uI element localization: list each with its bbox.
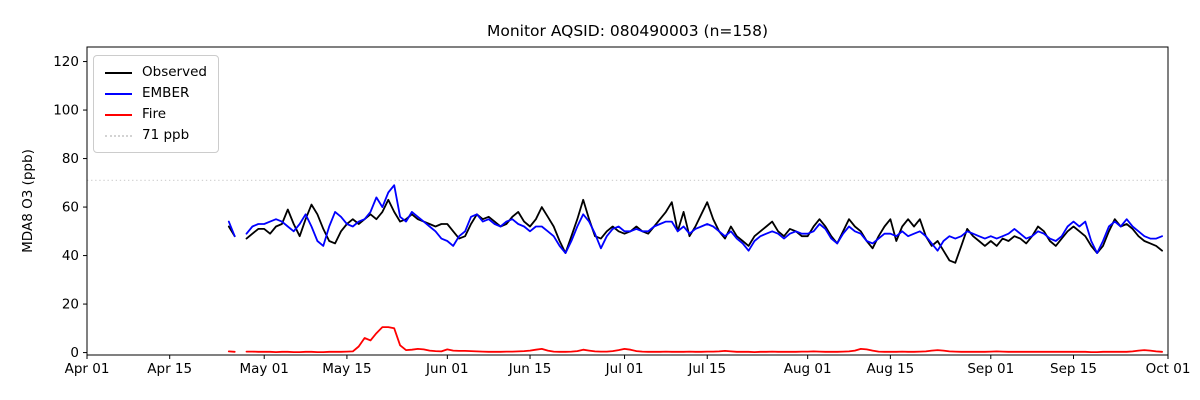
legend: Observed EMBER Fire 71 ppb	[93, 55, 219, 153]
legend-line-ember	[105, 92, 132, 95]
y-axis-tick-label: 80	[62, 151, 79, 167]
legend-item-fire: Fire	[105, 104, 207, 125]
y-axis-tick-label: 20	[62, 297, 79, 313]
x-axis-tick-label: Jul 01	[605, 361, 644, 377]
legend-item-threshold: 71 ppb	[105, 125, 207, 146]
legend-item-ember: EMBER	[105, 83, 207, 104]
legend-label-fire: Fire	[142, 106, 167, 122]
legend-line-fire	[105, 113, 132, 116]
y-axis-label: MDA8 O3 (ppb)	[20, 149, 36, 253]
series-line-ember	[227, 184, 1163, 254]
y-axis-tick-label: 0	[70, 345, 79, 361]
y-axis-tick-label: 60	[62, 200, 79, 216]
y-axis-tick-label: 40	[62, 248, 79, 264]
x-axis-tick-label: May 15	[322, 361, 371, 377]
x-axis-tick-label: Jul 15	[687, 361, 726, 377]
legend-label-observed: Observed	[142, 64, 207, 80]
x-axis-tick-label: Apr 01	[65, 361, 110, 377]
y-axis-tick-label: 120	[53, 54, 79, 70]
series-line-observed	[227, 198, 1163, 264]
legend-line-threshold	[105, 134, 132, 137]
legend-line-observed	[105, 71, 132, 74]
x-axis-tick-label: May 01	[240, 361, 289, 377]
axes-frame	[86, 46, 1169, 356]
x-axis-tick-label: Aug 01	[784, 361, 832, 377]
legend-label-ember: EMBER	[142, 85, 190, 101]
y-axis-tick-label: 100	[53, 103, 79, 119]
legend-label-threshold: 71 ppb	[142, 127, 190, 143]
chart-title: Monitor AQSID: 080490003 (n=158)	[486, 22, 769, 40]
x-axis-tick-label: Jun 15	[508, 361, 552, 377]
x-axis-tick-label: Sep 01	[967, 361, 1014, 377]
legend-item-observed: Observed	[105, 62, 207, 83]
x-axis-tick-label: Jun 01	[425, 361, 469, 377]
x-axis-tick-label: Sep 15	[1050, 361, 1097, 377]
x-axis-tick-label: Aug 15	[866, 361, 914, 377]
x-axis-tick-label: Apr 15	[147, 361, 192, 377]
series-line-fire	[227, 326, 1163, 353]
x-axis-tick-label: Oct 01	[1146, 361, 1191, 377]
